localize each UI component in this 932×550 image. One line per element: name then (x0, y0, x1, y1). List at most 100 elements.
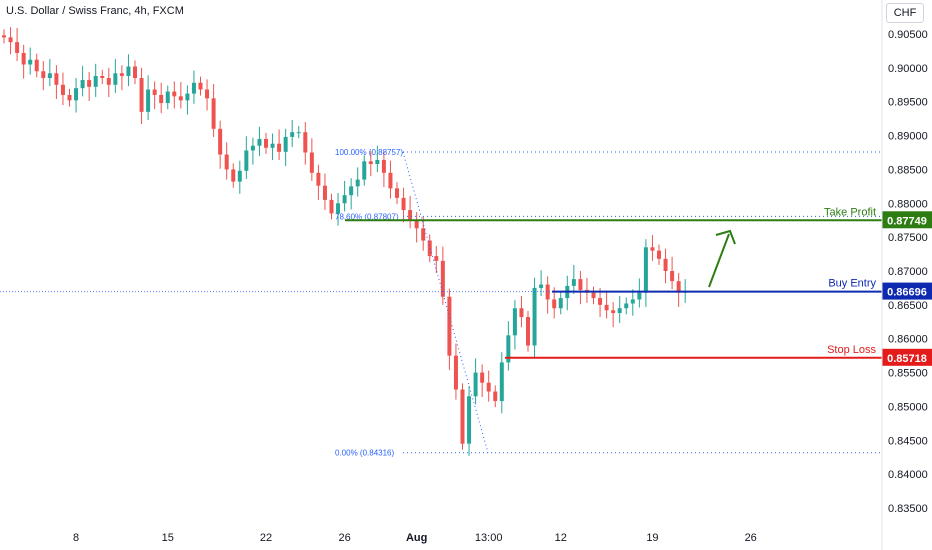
price-tick-label: 0.85000 (888, 401, 928, 413)
candle-body (80, 80, 85, 89)
candle-body (368, 161, 373, 165)
candle-body (28, 59, 33, 65)
trade-levels: Take Profit 0.87749 Buy Entry 0.86696 Stop L… (345, 206, 932, 366)
candle-body (119, 73, 124, 76)
candle-body (54, 73, 59, 85)
candle-body (126, 66, 131, 76)
candle-body (617, 308, 622, 313)
candle-body (670, 271, 675, 282)
price-tick-label: 0.86000 (888, 334, 928, 346)
up-arrow-icon (708, 229, 736, 288)
candle-body (113, 73, 118, 85)
candle-body (146, 89, 151, 112)
price-tick-label: 0.87500 (888, 232, 928, 244)
candle-body (663, 258, 668, 271)
price-tick-label: 0.89500 (888, 97, 928, 109)
level-price-label: 0.87749 (887, 215, 927, 227)
candle-body (355, 179, 360, 187)
level-price-label: 0.86696 (887, 287, 927, 299)
candle-body (643, 247, 648, 293)
candle-body (512, 308, 517, 336)
candle-body (270, 143, 275, 148)
candle-body (473, 372, 478, 397)
candle-body (578, 279, 583, 290)
candles (2, 27, 688, 456)
price-tick-label: 0.87000 (888, 266, 928, 278)
candle-body (185, 93, 190, 101)
time-tick-label: 26 (338, 532, 350, 544)
candle-body (172, 91, 177, 97)
candle-body (139, 78, 144, 112)
candle-body (571, 279, 576, 286)
price-axis: 0.90500 0.90000 0.89500 0.89000 0.88500 0.880… (881, 0, 928, 550)
candle-body (611, 310, 616, 313)
candle-body (165, 91, 170, 104)
price-tick-label: 0.83500 (888, 503, 928, 515)
fib-level-label: 0.00% (0.84316) (335, 449, 394, 458)
candle-body (395, 188, 399, 198)
fib-level-label: 78.60% (0.87807) (335, 212, 399, 221)
candle-body (519, 308, 524, 318)
candle-body (493, 391, 498, 402)
candle-body (237, 170, 242, 182)
candle-body (401, 197, 406, 211)
price-tick-label: 0.89000 (888, 131, 928, 143)
candle-body (198, 82, 203, 90)
candle-body (93, 75, 98, 87)
candle-body (283, 136, 288, 152)
candle-body (434, 256, 439, 261)
candle-body (296, 132, 301, 134)
candle-body (2, 35, 6, 38)
candle-body (604, 304, 609, 311)
candle-body (133, 66, 137, 79)
candle-body (15, 42, 20, 53)
candle-body (342, 195, 347, 204)
fib-trend-line (402, 151, 489, 453)
price-tick-label: 0.85500 (888, 368, 928, 380)
candle-body (106, 78, 111, 85)
candle-body (440, 260, 445, 297)
candle-body (250, 145, 255, 151)
candle-body (152, 89, 157, 95)
candle-body (316, 172, 321, 186)
candle-body (231, 169, 236, 182)
candle-body (381, 159, 386, 173)
candle-body (414, 220, 419, 229)
candle-body (100, 75, 105, 79)
time-tick-label: 13:00 (475, 532, 503, 544)
candle-body (87, 80, 92, 87)
candle-body (552, 299, 557, 309)
price-tick-label: 0.84000 (888, 469, 928, 481)
candle-body (336, 203, 341, 214)
candle-body (21, 52, 26, 65)
candle-body (598, 298, 603, 305)
candle-body (630, 299, 635, 304)
candle-body (60, 84, 65, 95)
chart-title: U.S. Dollar / Swiss Franc, 4h, FXCM (6, 5, 184, 17)
candle-body (218, 128, 223, 155)
candle-body (388, 172, 393, 189)
candle-body (453, 355, 458, 390)
candle-body (460, 389, 465, 444)
candle-body (421, 228, 426, 241)
time-tick-label: Aug (406, 532, 427, 544)
level-name: Stop Loss (827, 344, 876, 356)
time-tick-label: 26 (745, 532, 757, 544)
arrow-shaft (708, 233, 730, 288)
candle-body (657, 250, 661, 259)
fibonacci-retracement: 100.00% (0.88757) 78.60% (0.87807) 0.00% (… (0, 148, 882, 458)
candle-body (257, 138, 262, 146)
candle-body (506, 335, 511, 363)
candle-body (637, 292, 642, 300)
candle-body (676, 281, 681, 293)
price-tick-label: 0.84500 (888, 435, 928, 447)
price-tick-label: 0.88500 (888, 164, 928, 176)
candle-body (532, 287, 537, 346)
candle-body (375, 159, 380, 165)
candle-body (650, 247, 655, 251)
currency-button[interactable]: CHF (886, 3, 924, 23)
candle-body (303, 132, 308, 153)
candle-body (486, 382, 491, 392)
candle-body (408, 210, 413, 221)
